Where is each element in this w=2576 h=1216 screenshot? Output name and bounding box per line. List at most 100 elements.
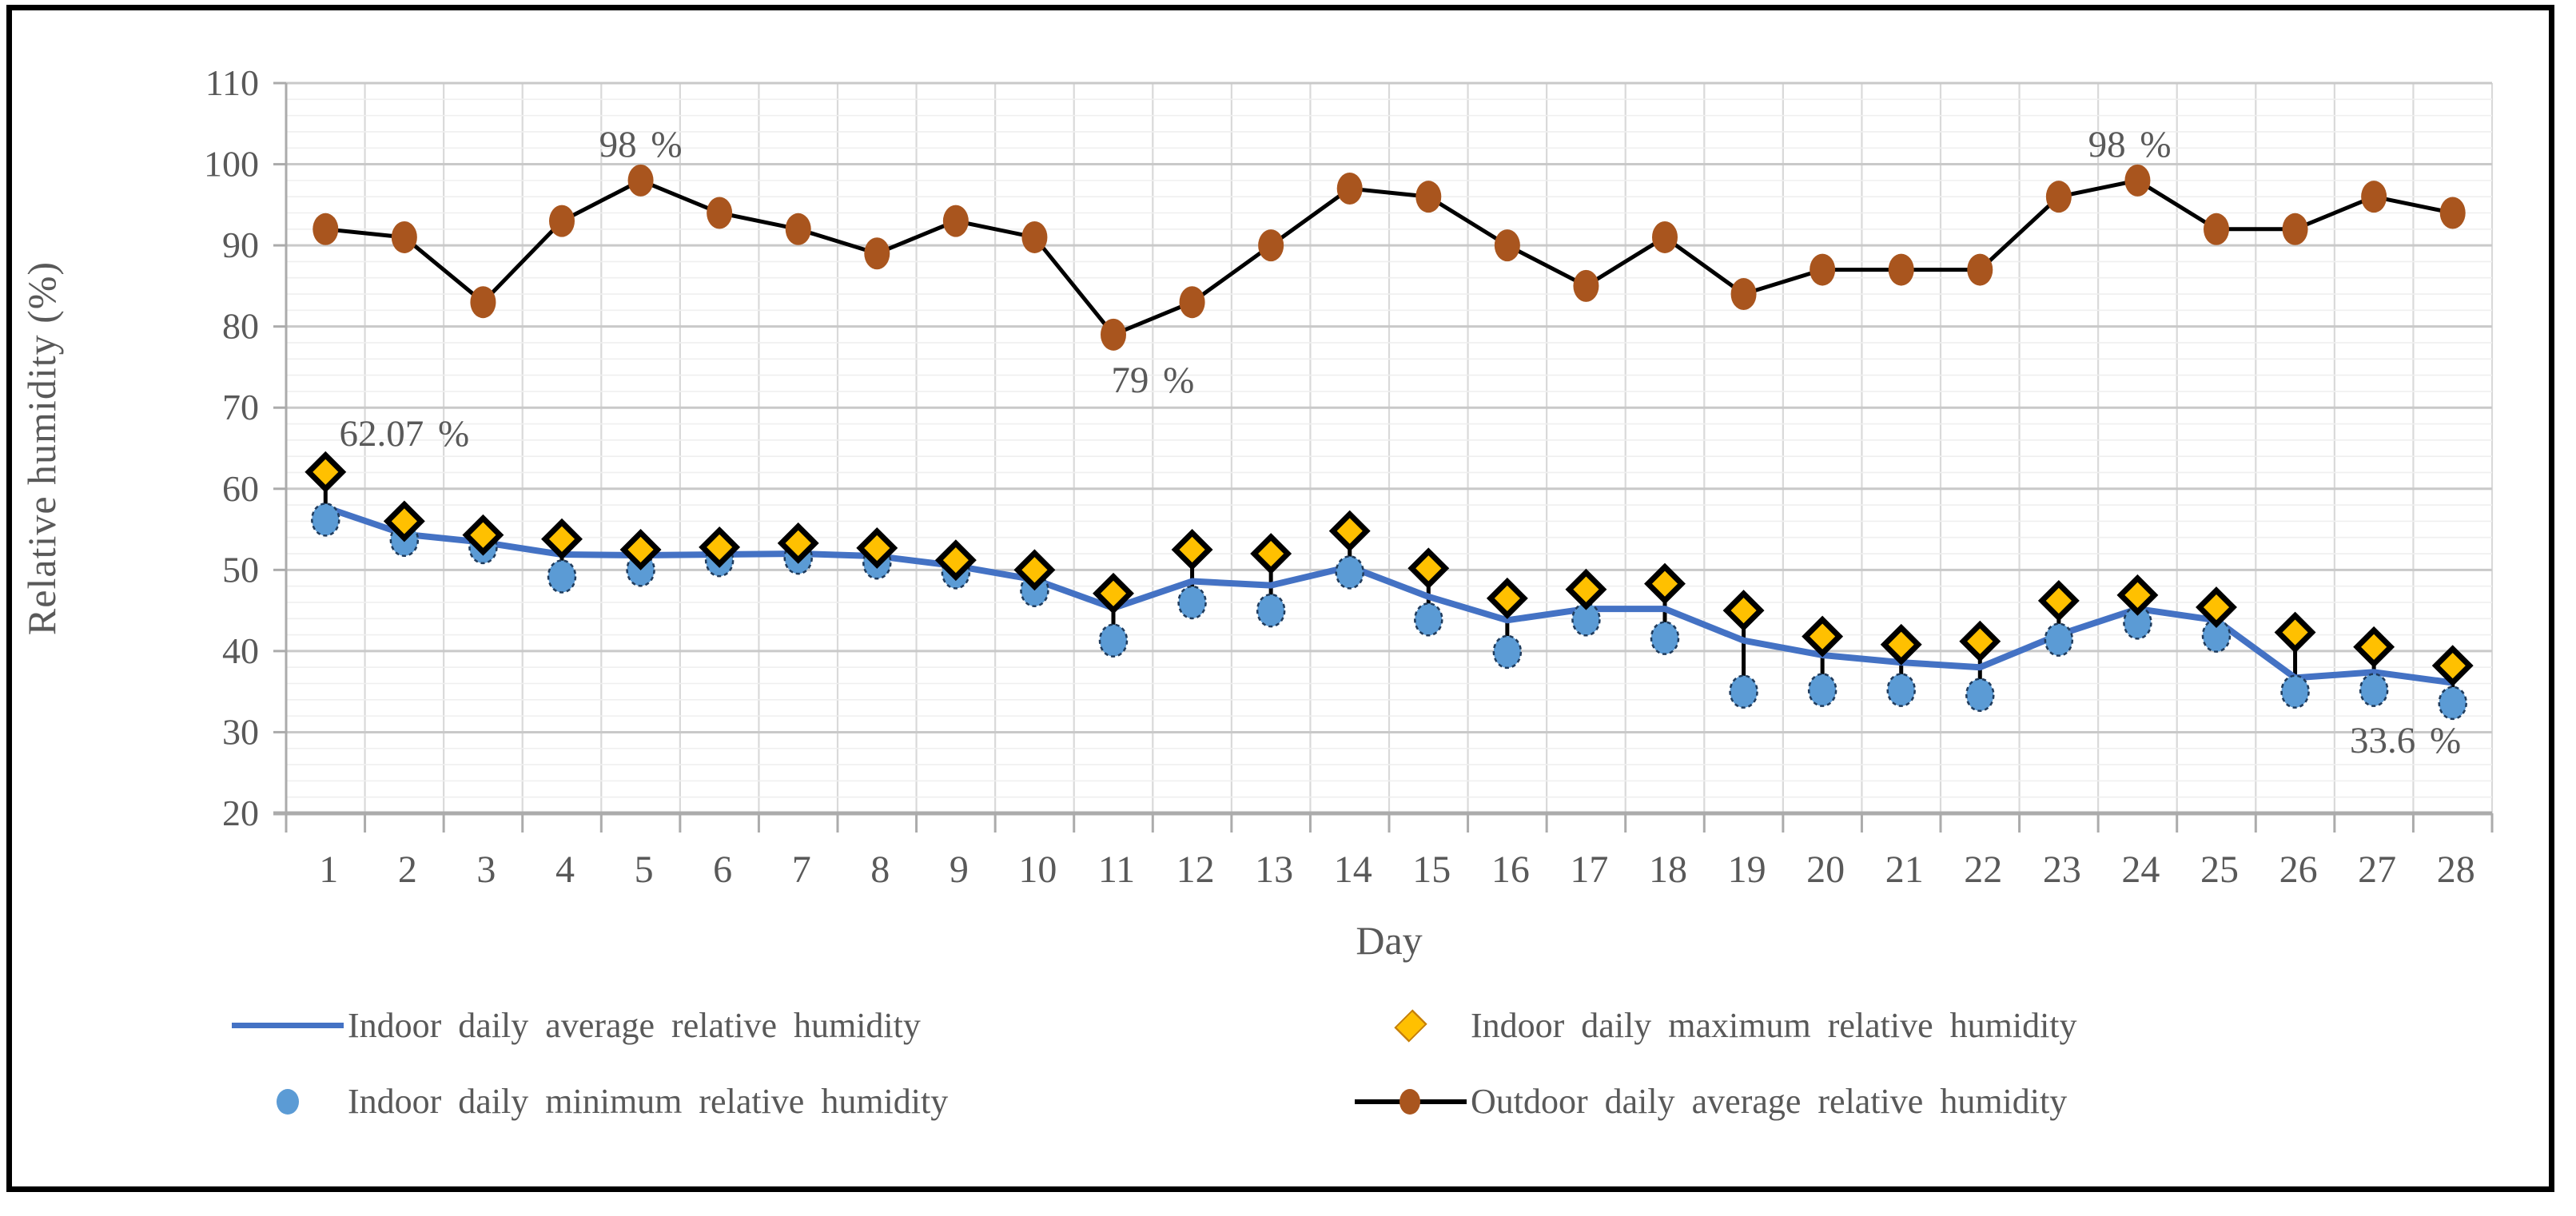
indoor-max-marker	[1565, 568, 1607, 610]
x-tick-label: 2	[398, 848, 417, 891]
indoor-min-marker	[1098, 623, 1129, 658]
outdoor-marker	[549, 205, 575, 237]
indoor-max-marker	[1171, 528, 1213, 570]
y-tick-label: 90	[222, 225, 259, 265]
x-tick-label: 9	[950, 848, 969, 891]
indoor-max-marker	[305, 451, 347, 493]
legend-label-indoor-maximum: Indoor daily maximum relative humidity	[1471, 1006, 2077, 1045]
outdoor-marker	[1730, 278, 1757, 311]
legend-label-indoor-average: Indoor daily average relative humidity	[348, 1006, 921, 1045]
legend-item-indoor-minimum: Indoor daily minimum relative humidity	[228, 1081, 948, 1122]
y-tick-label: 70	[222, 387, 259, 427]
indoor-min-marker	[2359, 673, 2389, 707]
indoor-maximum-diamond-swatch	[1351, 1008, 1471, 1043]
indoor-min-marker	[1807, 673, 1837, 707]
outdoor-marker	[1888, 253, 1914, 286]
indoor-max-marker	[934, 539, 977, 582]
indoor-min-marker	[547, 559, 577, 594]
y-tick-labels: 110 100 90 80 70 60 50 40 30 20	[204, 62, 259, 833]
indoor-min-marker	[1650, 621, 1680, 655]
y-tick-label: 20	[222, 793, 259, 833]
indoor-max-marker	[2116, 574, 2159, 616]
indoor-min-marker	[2123, 606, 2152, 640]
outdoor-marker	[1652, 221, 1678, 253]
x-tick-label: 10	[1018, 848, 1057, 891]
indoor-average-line-swatch	[228, 1023, 348, 1028]
indoor-min-marker	[2280, 674, 2310, 709]
indoor-max-marker	[383, 500, 425, 542]
legend-item-indoor-average: Indoor daily average relative humidity	[228, 1005, 921, 1046]
outdoor-marker	[1101, 318, 1126, 351]
indoor-max-marker	[2037, 579, 2080, 622]
outdoor-average-line-swatch	[1351, 1088, 1471, 1115]
x-tick-label: 25	[2200, 848, 2239, 891]
indoor-min-marker	[1256, 593, 1286, 628]
indoor-max-marker	[1250, 533, 1292, 574]
outdoor-marker	[1179, 286, 1205, 319]
indoor-min-marker	[1492, 634, 1523, 670]
annotation: 79 %	[1111, 359, 1195, 401]
outdoor-marker	[470, 286, 496, 319]
indoor-max-marker	[1959, 620, 2001, 662]
axes	[273, 81, 2494, 833]
outdoor-marker	[1573, 269, 1599, 302]
outdoor-marker	[627, 164, 654, 197]
indoor-minimum-circle-swatch	[228, 1088, 348, 1115]
outdoor-marker	[2361, 181, 2387, 213]
outdoor-marker	[2045, 181, 2072, 213]
x-axis-title: Day	[1356, 918, 1423, 963]
x-tick-label: 15	[1412, 848, 1451, 891]
indoor-max-marker	[541, 518, 583, 560]
indoor-max-marker	[699, 526, 741, 568]
outdoor-marker	[864, 237, 890, 270]
x-tick-label: 4	[555, 848, 575, 891]
y-tick-label: 110	[205, 62, 259, 103]
outdoor-marker	[1415, 181, 1442, 213]
minor-gridlines	[286, 98, 2492, 798]
indoor-min-marker	[1571, 602, 1601, 637]
indoor-max-marker	[462, 514, 504, 556]
indoor-max-marker	[2353, 626, 2395, 668]
x-tick-labels: 1 2 3 4 5 6 7 8 9 10 11 12 13 14 15 16 17 18 19 20 21 22 23 24 2…	[319, 848, 2474, 891]
indoor-min-marker	[1886, 673, 1916, 707]
outdoor-average-series	[313, 164, 2466, 351]
x-tick-label: 22	[1964, 848, 2002, 891]
indoor-min-marker	[1729, 674, 1758, 709]
legend-label-outdoor-average: Outdoor daily average relative humidity	[1471, 1082, 2068, 1121]
x-tick-label: 23	[2043, 848, 2081, 891]
indoor-max-marker	[1880, 623, 1922, 666]
annotation: 62.07 %	[339, 412, 470, 455]
indoor-max-marker	[1722, 590, 1765, 632]
y-axis-title: Relative humidity (%)	[19, 260, 64, 636]
x-tick-label: 17	[1570, 848, 1608, 891]
indoor-min-marker	[1414, 602, 1443, 637]
x-tick-label: 19	[1728, 848, 1766, 891]
y-tick-label: 40	[222, 630, 259, 671]
x-tick-label: 6	[713, 848, 732, 891]
outdoor-marker	[942, 205, 969, 237]
indoor-max-marker	[2196, 586, 2237, 628]
x-tick-label: 28	[2437, 848, 2475, 891]
outdoor-marker	[1258, 229, 1284, 262]
outdoor-marker	[1494, 229, 1520, 262]
x-tick-label: 26	[2279, 848, 2318, 891]
x-tick-label: 8	[870, 848, 890, 891]
annotation: 98 %	[2088, 124, 2172, 166]
legend-label-indoor-minimum: Indoor daily minimum relative humidity	[348, 1082, 949, 1121]
indoor-min-marker	[1177, 585, 1207, 620]
indoor-min-marker	[2201, 618, 2232, 653]
x-tick-label: 13	[1255, 848, 1293, 891]
outdoor-marker	[2124, 164, 2151, 197]
outdoor-marker	[391, 221, 417, 253]
x-tick-label: 20	[1806, 848, 1845, 891]
outdoor-marker	[1810, 253, 1836, 286]
legend-item-outdoor-average: Outdoor daily average relative humidity	[1351, 1081, 2067, 1122]
x-tick-label: 11	[1098, 848, 1135, 891]
outdoor-marker	[2439, 197, 2466, 229]
indoor-min-marker	[1965, 678, 1995, 712]
indoor-max-marker	[2274, 611, 2316, 654]
outdoor-marker	[707, 197, 733, 229]
y-tick-label: 50	[222, 549, 259, 590]
indoor-min-marker	[311, 503, 340, 537]
